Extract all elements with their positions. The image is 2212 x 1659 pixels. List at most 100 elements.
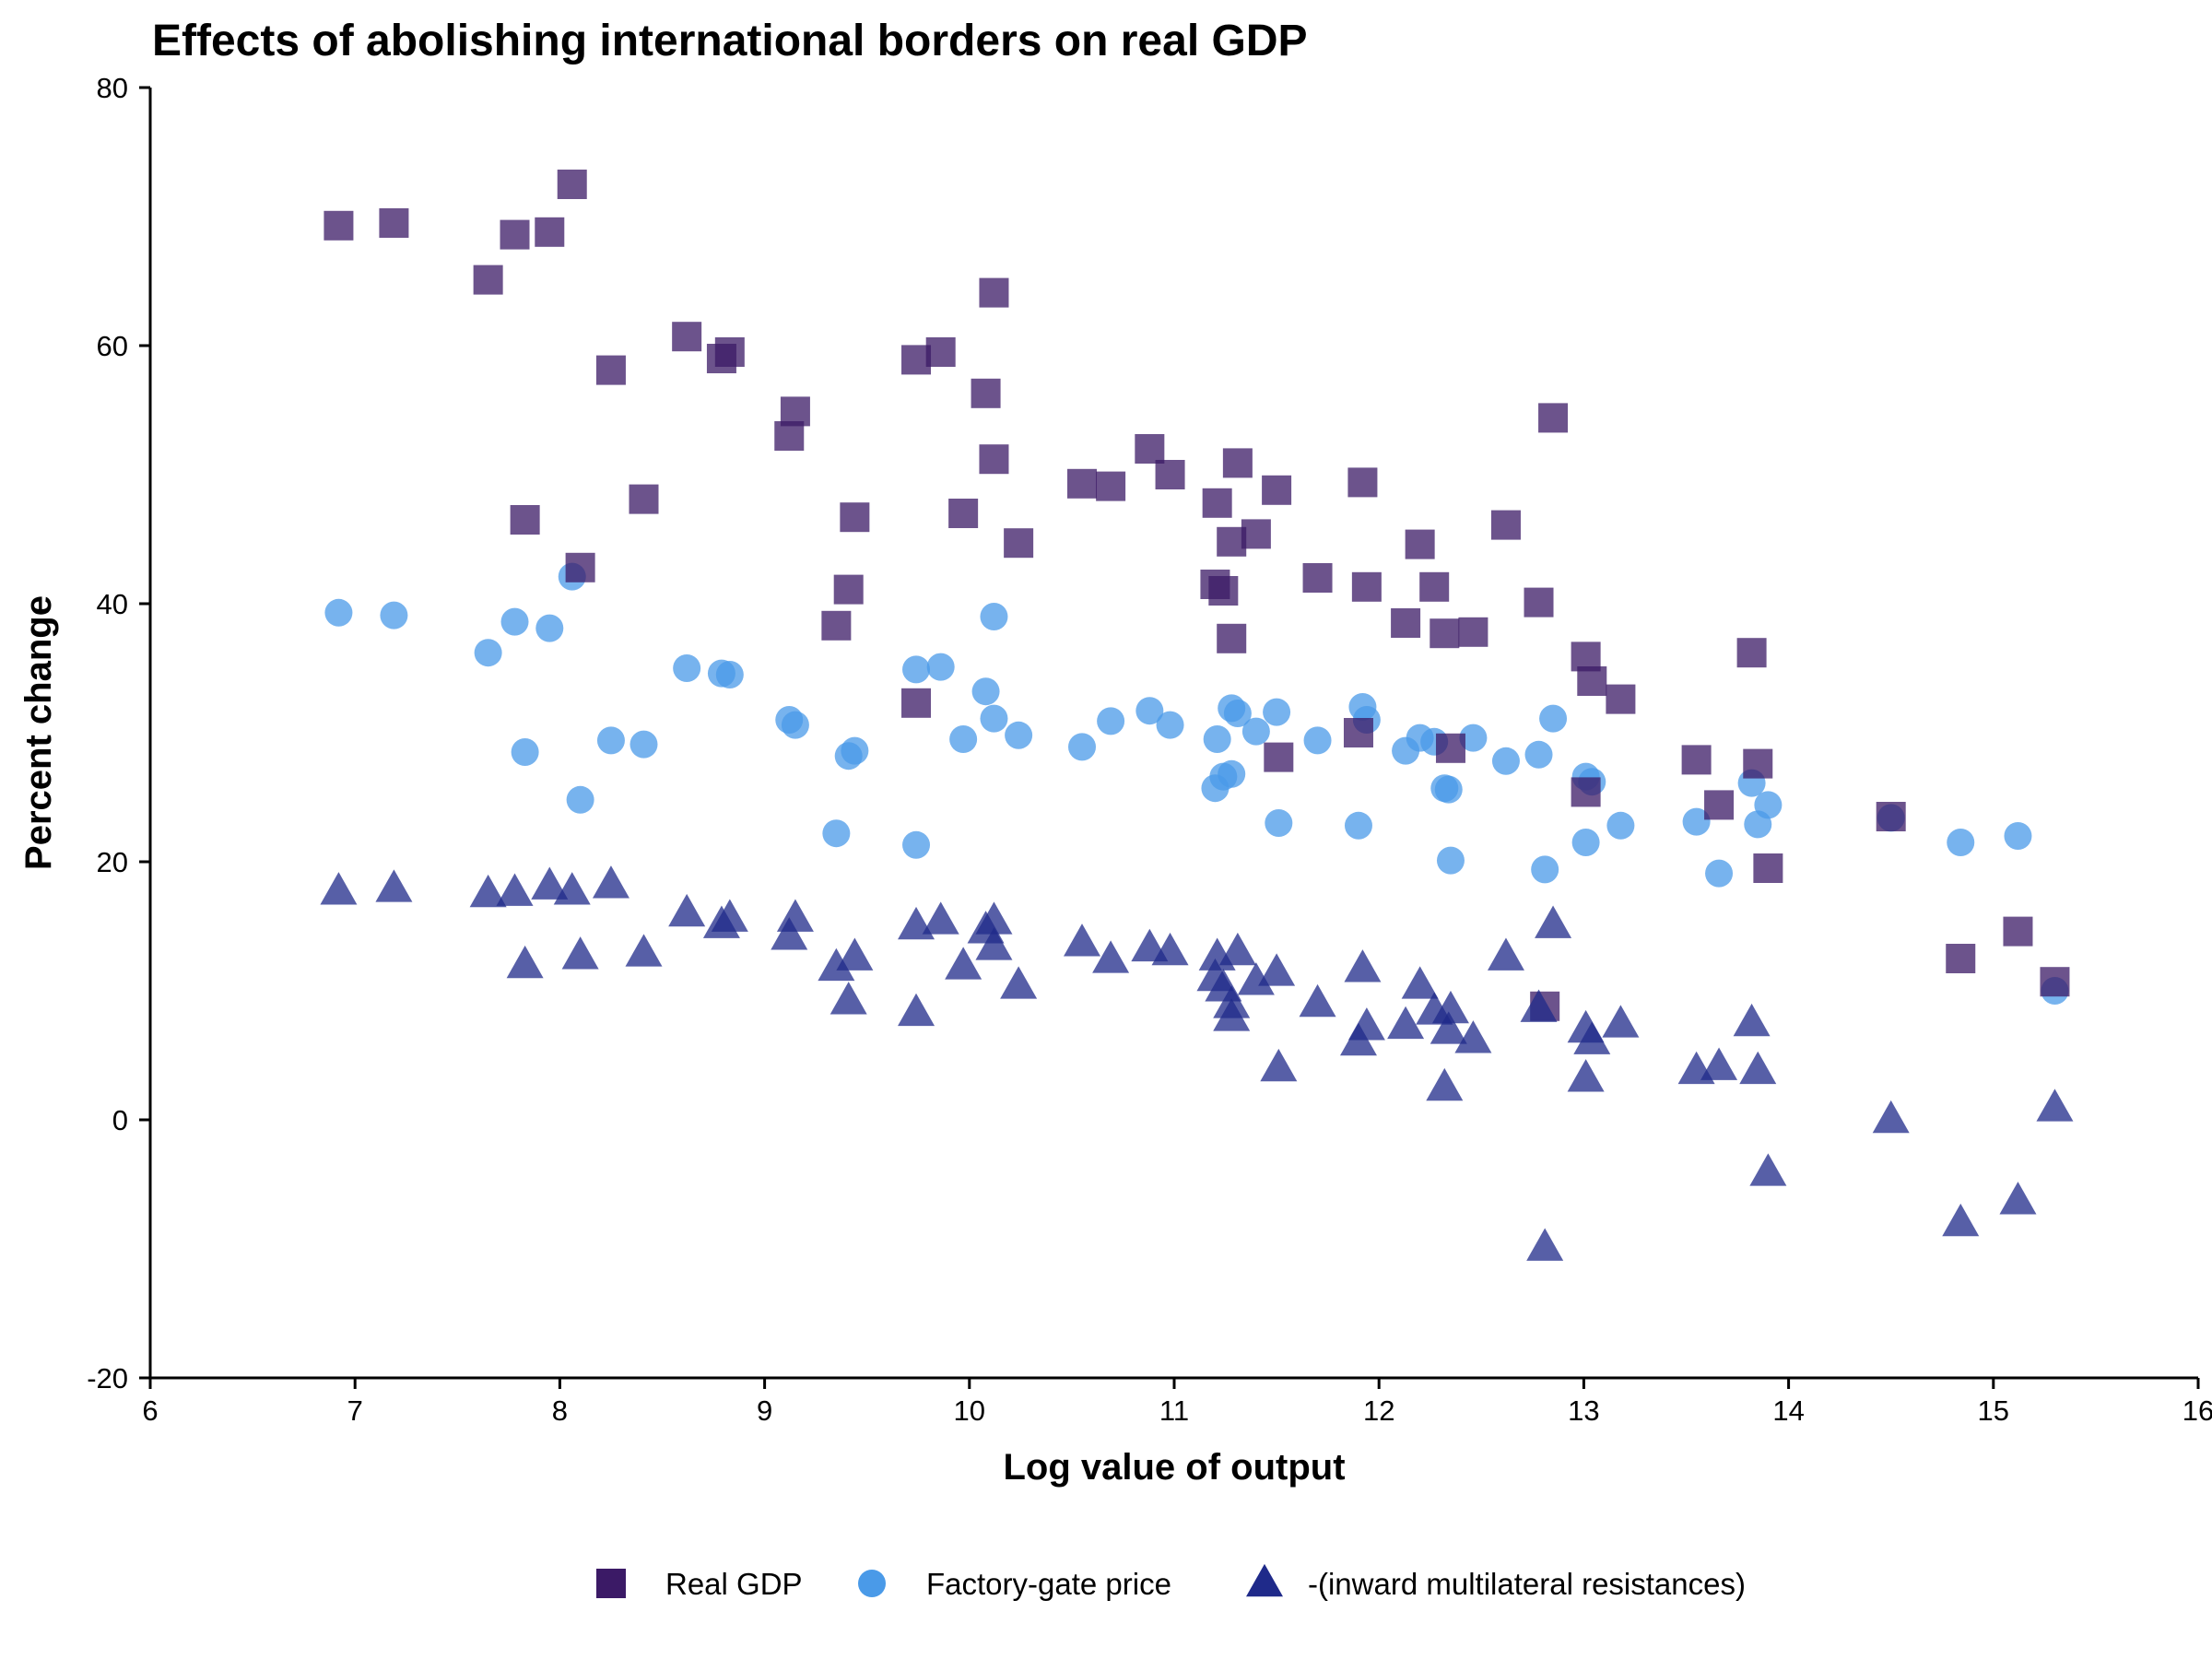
square-point [1743, 748, 1773, 779]
x-tick-label: 16 [2183, 1394, 2212, 1427]
circle-point [1539, 704, 1568, 733]
circle-point [715, 661, 744, 688]
triangle-point [975, 901, 1013, 935]
y-ticks: -20 0 20 40 60 80 [87, 72, 150, 1394]
y-tick-label: -20 [87, 1362, 128, 1394]
circle-point [1218, 759, 1246, 788]
triangle-point [1700, 1047, 1738, 1080]
square-point [1704, 790, 1735, 820]
triangle-point [1401, 966, 1439, 999]
square-point [565, 552, 595, 582]
circle-point [673, 654, 701, 682]
triangle-point [776, 899, 814, 932]
square-point [971, 378, 1001, 408]
triangle-point [922, 901, 959, 935]
square-point [1208, 576, 1239, 606]
x-tick-label: 8 [552, 1394, 568, 1427]
triangle-point [1299, 983, 1336, 1018]
triangle-point [1064, 924, 1101, 957]
chart-title: Effects of abolishing international bord… [152, 17, 1308, 65]
square-point [780, 396, 810, 427]
square-point [1391, 608, 1421, 638]
square-point [1524, 587, 1554, 618]
triangle-point [625, 934, 663, 967]
x-tick-label: 7 [347, 1394, 363, 1427]
x-tick-label: 11 [1159, 1394, 1189, 1427]
triangle-point [1573, 1021, 1611, 1054]
square-point [1681, 745, 1712, 775]
square-point [1458, 617, 1488, 647]
square-point [629, 484, 659, 514]
circle-point [902, 830, 931, 859]
circle-point [1947, 829, 1975, 856]
square-point [979, 277, 1009, 308]
triangle-point [818, 947, 855, 982]
circle-point [1436, 846, 1465, 875]
circle-point [535, 614, 564, 642]
square-point [714, 337, 745, 367]
y-tick-label: 80 [97, 72, 128, 104]
triangle-point [531, 866, 569, 900]
circle-point [1459, 724, 1488, 752]
triangle-point [1237, 962, 1275, 995]
triangle-point [1344, 949, 1382, 982]
circle-point [926, 653, 955, 681]
square-point [2003, 916, 2033, 947]
triangle-point [1999, 1182, 2037, 1215]
triangle-point [1092, 940, 1130, 973]
square-point [1435, 733, 1465, 763]
triangle-point [1260, 1048, 1298, 1082]
circle-point [841, 736, 869, 765]
square-point [1606, 684, 1636, 714]
circle-point [980, 704, 1008, 733]
triangle-point [1535, 905, 1572, 938]
circle-point [1491, 747, 1520, 775]
circle-point [1223, 700, 1252, 727]
square-point [1264, 742, 1294, 772]
square-point [535, 217, 565, 247]
square-point [1202, 488, 1232, 518]
circle-point [902, 655, 931, 684]
square-point [595, 355, 626, 385]
triangle-point [561, 936, 599, 970]
triangle-point [836, 937, 874, 971]
circle-point [1068, 733, 1097, 761]
triangle-point [898, 993, 935, 1027]
circle-point [1524, 740, 1553, 769]
x-tick-label: 13 [1568, 1394, 1599, 1427]
circle-point [1241, 717, 1270, 746]
data-points [320, 170, 2074, 1261]
square-point [324, 210, 354, 241]
square-point [1217, 623, 1247, 653]
triangle-point [592, 865, 629, 899]
square-point [948, 499, 979, 528]
y-tick-label: 40 [97, 588, 128, 620]
circle-point [1344, 811, 1372, 840]
square-point [1241, 519, 1271, 549]
square-point [833, 574, 864, 605]
legend-label: Factory-gate price [926, 1567, 1171, 1601]
triangle-point [1151, 932, 1189, 966]
circle-point [980, 603, 1008, 630]
triangle-point [1733, 1003, 1771, 1037]
triangle-point [1872, 1100, 1910, 1134]
square-point [2040, 967, 2070, 997]
y-tick-label: 0 [112, 1104, 128, 1136]
square-point [1876, 802, 1906, 831]
square-point [1302, 563, 1333, 593]
legend-marker-square [596, 1569, 626, 1598]
triangle-point [375, 869, 413, 902]
circle-point [1303, 726, 1332, 755]
triangle-point [771, 917, 808, 950]
circle-point [596, 726, 625, 755]
circle-point [500, 607, 529, 636]
triangle-point [975, 927, 1013, 960]
legend: Real GDP Factory-gate price -(inward multi… [596, 1563, 1746, 1601]
y-tick-label: 60 [97, 330, 128, 362]
circle-point [1705, 859, 1734, 888]
circle-point [949, 725, 978, 753]
circle-point [781, 711, 809, 739]
circle-point [1531, 855, 1559, 884]
triangle-point [320, 872, 358, 905]
